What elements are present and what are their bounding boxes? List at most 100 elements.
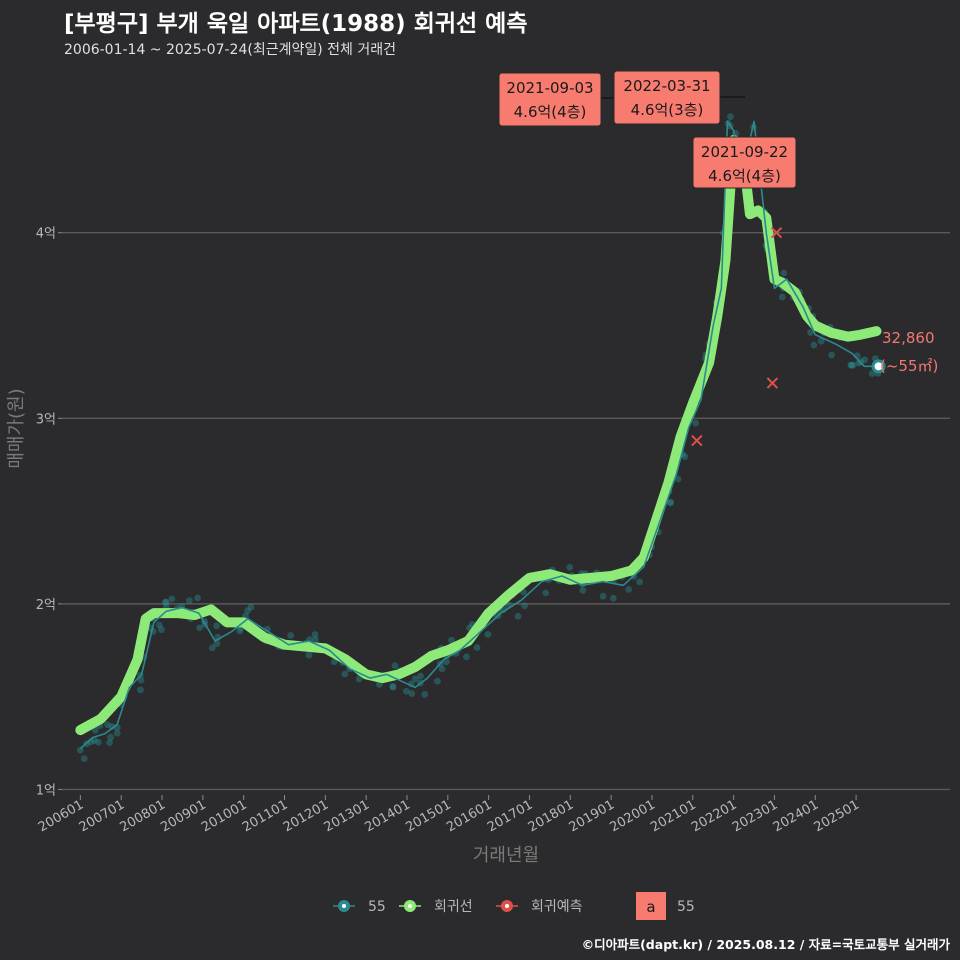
- transaction-point: [104, 721, 111, 729]
- transaction-point: [666, 499, 674, 507]
- y-tick-label: 1억: [36, 783, 56, 798]
- annotation-price: 4.6억(4층): [708, 167, 781, 185]
- transaction-point: [778, 293, 786, 301]
- forecast-mark: [770, 227, 783, 239]
- x-tick-label: 202301: [730, 797, 780, 835]
- transaction-point: [76, 746, 84, 754]
- transaction-point: [861, 356, 869, 364]
- annotation-box: [692, 136, 797, 189]
- transaction-point: [828, 351, 836, 359]
- transaction-point: [389, 683, 397, 691]
- transaction-point: [780, 269, 788, 277]
- transaction-point: [402, 687, 410, 695]
- transaction-point: [305, 651, 313, 659]
- transaction-point: [849, 361, 857, 369]
- legend-key-label-swatch: [636, 892, 666, 920]
- forecast-x-stroke: [770, 227, 783, 239]
- transaction-point: [681, 453, 689, 460]
- annotation-box: [498, 72, 602, 127]
- transaction-point: [108, 723, 116, 731]
- annotation-date: 2021-09-22: [701, 143, 788, 161]
- x-tick-label: 201301: [322, 797, 372, 835]
- x-tick-label: 201801: [526, 797, 576, 835]
- transaction-point: [443, 658, 450, 666]
- transaction-point: [168, 595, 176, 603]
- forecast-x-stroke: [766, 377, 779, 389]
- x-tick-label: 202201: [689, 797, 739, 835]
- transaction-point: [817, 337, 825, 345]
- transaction-point: [155, 621, 163, 629]
- transaction-point: [421, 691, 429, 698]
- legend-key-letter: a: [646, 898, 655, 916]
- transaction-point: [341, 670, 349, 678]
- legend-item: 회귀선: [399, 899, 473, 915]
- annotation-box: [613, 70, 721, 125]
- x-tick-label: 200701: [77, 797, 127, 835]
- forecast-marks: [691, 227, 783, 447]
- transaction-point: [868, 370, 876, 377]
- annotation-date: 2021-09-03: [506, 79, 593, 97]
- x-tick-label: 200801: [118, 797, 168, 835]
- transaction-point: [411, 675, 419, 683]
- transaction-point: [208, 644, 216, 652]
- legend-label: 회귀선: [434, 899, 473, 915]
- transaction-point: [106, 739, 113, 746]
- regression-line: [75, 134, 882, 736]
- transaction-point: [847, 361, 855, 369]
- source-caption: ©디아파트(dapt.kr) / 2025.08.12 / 자료=국토교통부 실…: [581, 937, 950, 952]
- transaction-point: [484, 630, 492, 638]
- x-tick-label: 201401: [363, 797, 413, 835]
- forecast-mark: [766, 377, 779, 389]
- price-annotation: 2021-09-03 4.6억(4층): [498, 72, 602, 127]
- transaction-point: [463, 653, 470, 661]
- transaction-point: [625, 586, 633, 593]
- y-axis-title: 매매가(원): [6, 388, 27, 468]
- legend-label: 회귀예측: [531, 899, 583, 915]
- transaction-point: [312, 636, 319, 644]
- x-tick-label: 201201: [281, 797, 331, 835]
- series-lines: [75, 120, 886, 750]
- transaction-point: [599, 592, 607, 600]
- transaction-point: [417, 672, 424, 680]
- last-price-label: 32,860: [882, 329, 935, 347]
- transaction-point: [331, 658, 338, 666]
- x-tick-label: 202001: [607, 797, 657, 835]
- transaction-point: [434, 677, 441, 685]
- transaction-point: [609, 594, 617, 602]
- transaction-point: [162, 598, 170, 606]
- x-tick-label: 201901: [567, 797, 617, 835]
- legend-item: 회귀예측: [496, 899, 583, 915]
- transaction-point: [391, 662, 399, 670]
- transaction-point: [727, 113, 734, 120]
- transaction-point: [196, 624, 203, 632]
- legend-key-center: [505, 904, 509, 908]
- transaction-point: [542, 589, 550, 597]
- last-transaction-marker: [871, 359, 886, 374]
- y-tick-label: 2억: [36, 598, 56, 613]
- x-tick-label: 202101: [648, 797, 698, 835]
- legend-label: 55: [368, 899, 386, 915]
- x-tick-label: 200601: [36, 797, 86, 835]
- transaction-point: [674, 475, 682, 483]
- transaction-point: [91, 726, 99, 734]
- transaction-point: [448, 636, 455, 644]
- transaction-point: [311, 631, 319, 638]
- annotation-date: 2022-03-31: [623, 77, 710, 95]
- transaction-point: [236, 627, 244, 635]
- x-axis-title: 거래년월: [473, 845, 539, 866]
- transaction-point: [90, 737, 98, 744]
- x-tick-label: 201501: [403, 797, 453, 835]
- transaction-point: [137, 686, 144, 694]
- price-annotations: 32,860 (~55㎡) 2021-09-03 4.6억(4층) 2022-03-31…: [498, 70, 938, 375]
- transaction-point: [566, 564, 574, 571]
- legend-key-center: [408, 904, 412, 908]
- x-tick-label: 202501: [812, 797, 862, 835]
- transaction-point: [667, 498, 675, 506]
- last-area-label: (~55㎡): [880, 357, 938, 375]
- legend-item: 55: [333, 899, 386, 915]
- forecast-x-stroke: [691, 434, 703, 447]
- legend-key-center: [342, 904, 346, 908]
- transaction-point: [287, 632, 295, 639]
- transaction-point: [162, 598, 169, 606]
- transaction-point: [438, 665, 446, 673]
